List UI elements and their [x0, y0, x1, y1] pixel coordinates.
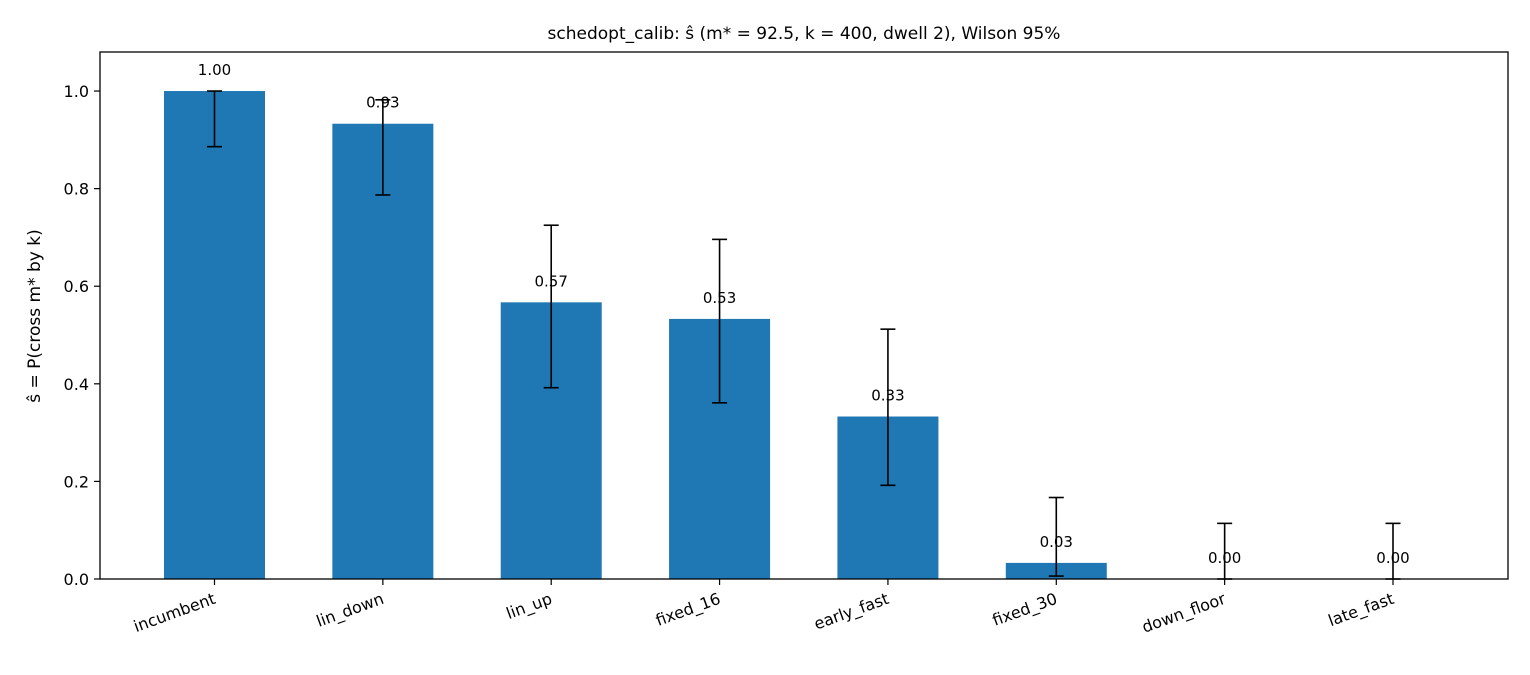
chart-title: schedopt_calib: ŝ (m* = 92.5, k = 400, d… [548, 24, 1061, 44]
y-tick-label: 0.6 [64, 277, 89, 296]
x-tick-label: early_fast [811, 589, 891, 635]
y-axis: 0.0 0.2 0.4 0.6 0.8 1.0 [64, 82, 100, 589]
data-label: 0.57 [535, 272, 568, 290]
data-label: 0.00 [1376, 549, 1409, 567]
x-tick-label: incumbent [131, 589, 218, 636]
errorbar [207, 90, 222, 148]
x-axis: incumbent lin_down lin_up fixed_16 early_fas… [131, 579, 1397, 638]
y-tick-label: 0.8 [64, 180, 89, 199]
errorbars-group [207, 90, 1401, 580]
errorbar [375, 99, 391, 196]
bar [332, 123, 434, 579]
data-labels-group: 1.00 0.93 0.57 0.53 0.33 0.03 0.00 0.00 [198, 61, 1410, 567]
data-label: 0.33 [871, 387, 904, 405]
data-label: 0.00 [1208, 549, 1241, 567]
x-tick-label: late_fast [1326, 589, 1397, 631]
y-tick-label: 0.0 [64, 570, 89, 589]
x-tick-label: fixed_16 [653, 589, 723, 631]
x-tick-label: lin_up [504, 589, 555, 624]
y-axis-label: ŝ = P(cross m* by k) [25, 229, 45, 402]
data-label: 0.93 [366, 94, 399, 112]
y-tick-label: 0.2 [64, 472, 89, 491]
errorbar [880, 328, 896, 487]
errorbar [1048, 496, 1064, 577]
y-tick-label: 0.4 [64, 375, 89, 394]
bar [164, 91, 265, 579]
plot-frame [99, 51, 1509, 580]
errorbar [712, 238, 728, 404]
errorbar [543, 224, 559, 389]
x-tick-label: down_floor [1139, 589, 1228, 638]
data-label: 1.00 [198, 61, 231, 79]
x-tick-label: lin_down [314, 589, 387, 632]
y-tick-label: 1.0 [64, 82, 89, 101]
x-tick-label: fixed_30 [990, 589, 1060, 631]
data-label: 0.03 [1040, 533, 1073, 551]
bars-group [164, 91, 1107, 579]
data-label: 0.53 [703, 289, 736, 307]
